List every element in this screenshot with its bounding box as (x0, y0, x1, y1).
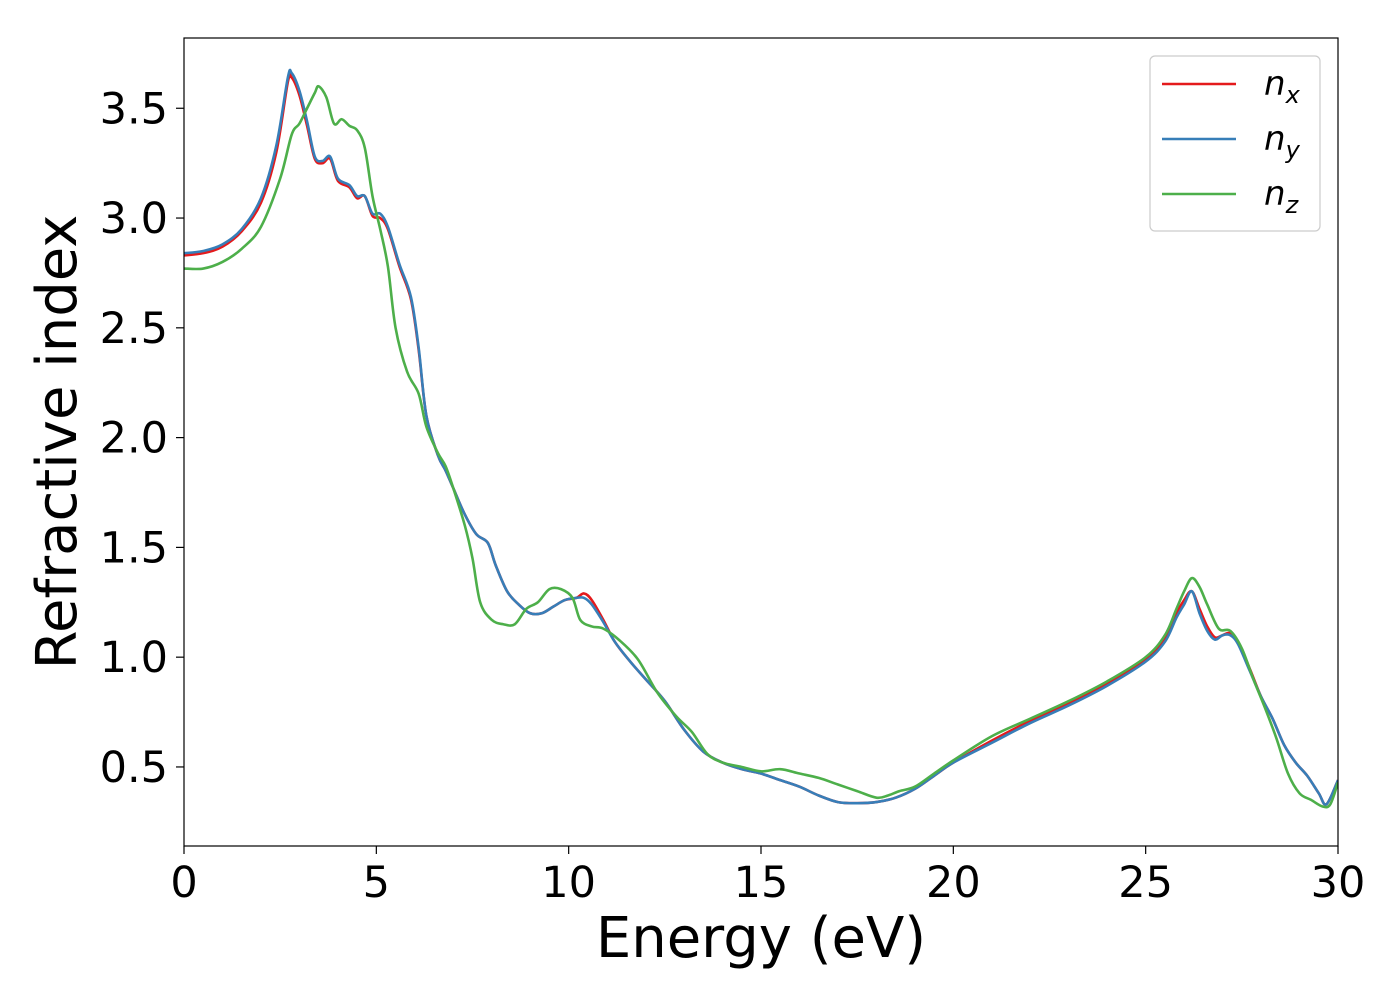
x-tick-label: 0 (170, 858, 197, 908)
y-axis-ticks: 0.5 1.0 1.5 2.0 2.5 3.0 3.5 (100, 84, 184, 793)
legend-label-z: nz (1264, 174, 1300, 219)
y-tick-label: 3.5 (100, 84, 168, 134)
x-tick-label: 5 (363, 858, 390, 908)
y-tick-label: 1.5 (100, 523, 168, 573)
y-axis-label: Refractive index (25, 215, 90, 670)
x-axis-ticks: 0 5 10 15 20 25 30 (170, 846, 1365, 908)
x-tick-label: 25 (1118, 858, 1173, 908)
x-tick-label: 20 (926, 858, 981, 908)
x-axis-label: Energy (eV) (596, 906, 926, 971)
x-tick-label: 30 (1311, 858, 1366, 908)
x-tick-label: 15 (734, 858, 789, 908)
y-tick-label: 1.0 (100, 633, 168, 683)
y-tick-label: 0.5 (100, 743, 168, 793)
series-line-z (184, 84, 1338, 809)
y-tick-label: 2.0 (100, 414, 168, 464)
plot-lines (184, 68, 1338, 809)
series-line-y (184, 68, 1338, 806)
y-tick-label: 2.5 (100, 304, 168, 354)
y-tick-label: 3.0 (100, 194, 168, 244)
legend-box (1149, 55, 1321, 232)
x-tick-label: 10 (541, 858, 596, 908)
